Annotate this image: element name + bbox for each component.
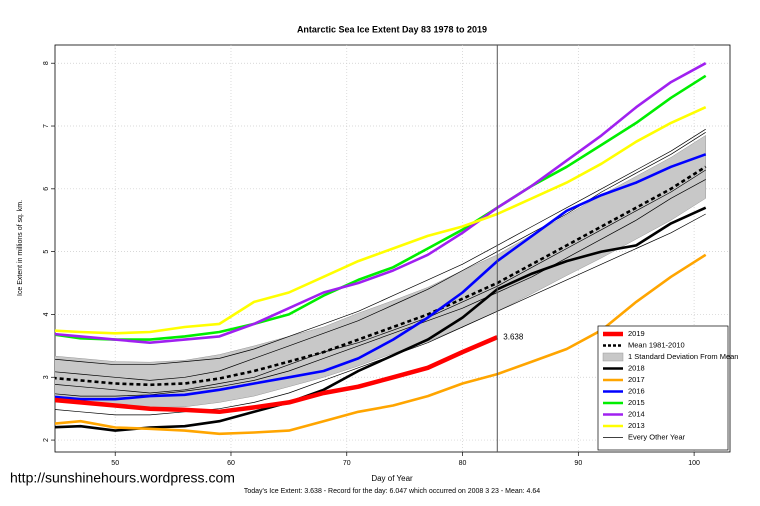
legend-swatch [602, 352, 624, 362]
legend-label: 2013 [628, 421, 645, 430]
x-tick-label: 70 [343, 460, 351, 467]
chart-title: Antarctic Sea Ice Extent Day 83 1978 to … [297, 24, 487, 34]
other-year-line [55, 213, 706, 416]
y-tick-label: 4 [43, 312, 50, 316]
watermark: http://sunshinehours.wordpress.com [10, 470, 235, 486]
legend-label: 2018 [628, 363, 645, 372]
y-tick-label: 2 [43, 438, 50, 442]
value-label: 3.638 [503, 332, 524, 341]
x-tick-label: 80 [459, 460, 467, 467]
legend-label: 2017 [628, 375, 645, 384]
other-year-line [55, 132, 706, 381]
y-tick-label: 8 [43, 61, 50, 65]
series-line [55, 62, 707, 344]
series-line [55, 106, 707, 335]
other-year-line [55, 128, 706, 366]
series-line [55, 74, 707, 341]
series-line [55, 153, 707, 401]
legend-label: Mean 1981-2010 [628, 340, 685, 349]
legend-label: 2015 [628, 398, 645, 407]
y-tick-label: 7 [43, 124, 50, 128]
legend-label: 2014 [628, 409, 645, 418]
y-axis-label: Ice Extent in millions of sq. km. [17, 200, 24, 296]
std-band [55, 134, 706, 408]
y-tick-label: 5 [43, 250, 50, 254]
x-tick-label: 50 [111, 460, 119, 467]
series-line [55, 335, 499, 415]
series-line [55, 253, 707, 436]
plot-frame [54, 44, 731, 453]
x-tick-label: 90 [574, 460, 582, 467]
y-tick-label: 3 [43, 375, 50, 379]
other-year-line [55, 169, 706, 394]
footer: Today's Ice Extent: 3.638 - Record for t… [244, 488, 540, 495]
y-tick-label: 6 [43, 187, 50, 191]
x-tick-label: 60 [227, 460, 235, 467]
legend-label: 1 Standard Deviation From Mean [628, 352, 738, 361]
x-tick-label: 100 [688, 460, 700, 467]
series-line [55, 165, 707, 387]
other-year-line [55, 179, 706, 397]
series-line [55, 206, 707, 432]
plot-area [55, 62, 707, 436]
legend-label: Every Other Year [628, 432, 686, 441]
legend-label: 2019 [628, 329, 645, 338]
x-axis-label: Day of Year [371, 474, 413, 483]
legend-label: 2016 [628, 386, 645, 395]
